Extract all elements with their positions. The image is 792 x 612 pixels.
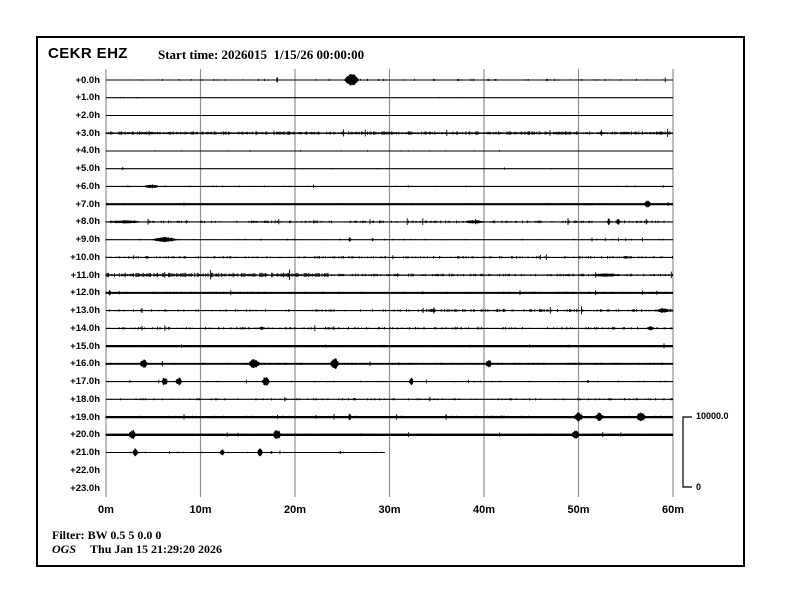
filter-label: Filter: BW 0.5 5 0.0 0 bbox=[52, 528, 162, 542]
trace-noise bbox=[105, 128, 673, 137]
trace-burst bbox=[567, 344, 571, 348]
agency-label: OGS bbox=[52, 542, 77, 556]
hour-label: +17.0h bbox=[70, 376, 100, 388]
hour-label: +7.0h bbox=[75, 198, 100, 210]
scale-bracket bbox=[682, 416, 692, 488]
hour-label: +19.0h bbox=[70, 411, 100, 423]
hour-label: +11.0h bbox=[70, 269, 100, 281]
trace-burst bbox=[107, 290, 659, 296]
trace-noise bbox=[119, 97, 537, 99]
trace-burst bbox=[347, 412, 647, 422]
hour-label: +5.0h bbox=[75, 163, 100, 175]
hour-label: +20.0h bbox=[70, 429, 100, 441]
x-tick-label: 30m bbox=[378, 504, 401, 516]
scale-max-label: 10000.0 bbox=[696, 411, 729, 421]
trace-burst bbox=[160, 377, 589, 386]
plot-frame bbox=[36, 36, 745, 567]
hour-label: +22.0h bbox=[70, 464, 100, 476]
trace-burst bbox=[257, 326, 655, 331]
hour-label: +4.0h bbox=[75, 145, 100, 157]
hour-label: +10.0h bbox=[70, 251, 100, 263]
hour-label: +9.0h bbox=[75, 234, 100, 246]
trace-noise bbox=[105, 414, 673, 420]
trace-noise bbox=[154, 150, 673, 152]
hour-label: +8.0h bbox=[75, 216, 100, 228]
x-tick-label: 60m bbox=[661, 504, 685, 516]
hour-label: +0.0h bbox=[75, 74, 100, 86]
hour-label: +23.0h bbox=[70, 482, 100, 494]
grid-lines bbox=[105, 69, 674, 497]
trace-noise bbox=[106, 325, 673, 332]
trace-noise bbox=[109, 343, 672, 349]
footer-credit-line: OGS Thu Jan 15 21:29:20 2026 bbox=[52, 542, 222, 557]
x-tick-label: 0m bbox=[98, 504, 114, 516]
hour-label: +15.0h bbox=[70, 340, 100, 352]
trace-burst bbox=[643, 200, 670, 208]
trace-burst bbox=[149, 236, 374, 243]
x-tick-label: 10m bbox=[189, 504, 212, 516]
trace-burst bbox=[275, 74, 360, 86]
render-timestamp: Thu Jan 15 21:29:20 2026 bbox=[90, 542, 223, 556]
x-tick-label: 40m bbox=[472, 504, 496, 516]
start-time-label: Start time: 2026015 1/15/26 00:00:00 bbox=[158, 47, 365, 62]
hour-label: +12.0h bbox=[70, 287, 100, 299]
hour-label: +13.0h bbox=[70, 305, 100, 317]
trace-noise bbox=[105, 361, 673, 367]
trace-burst bbox=[585, 273, 624, 277]
scale-min-label: 0 bbox=[696, 482, 702, 492]
hour-label: +14.0h bbox=[70, 322, 100, 334]
x-tick-label: 50m bbox=[567, 504, 590, 516]
trace-burst bbox=[142, 184, 665, 189]
x-tick-label: 20m bbox=[283, 504, 307, 516]
hour-label: +18.0h bbox=[70, 393, 100, 405]
trace-burst bbox=[620, 256, 631, 259]
trace-burst bbox=[432, 307, 673, 314]
station-title: CEKR EHZ bbox=[48, 45, 128, 62]
trace-burst bbox=[127, 429, 581, 440]
hour-label: +3.0h bbox=[75, 127, 100, 139]
trace-noise bbox=[122, 166, 595, 171]
trace-burst bbox=[132, 448, 342, 457]
hour-label: +2.0h bbox=[75, 109, 100, 121]
trace-burst bbox=[139, 358, 493, 369]
trace-noise bbox=[123, 202, 671, 206]
hour-label: +1.0h bbox=[75, 92, 100, 104]
hour-label: +16.0h bbox=[70, 358, 100, 370]
trace-noise bbox=[182, 114, 599, 116]
trace-noise bbox=[109, 184, 648, 189]
hour-label: +21.0h bbox=[70, 447, 100, 459]
trace-burst bbox=[105, 218, 648, 225]
trace-noise bbox=[111, 396, 673, 402]
trace-burst bbox=[508, 398, 612, 401]
trace-noise bbox=[105, 290, 672, 296]
hour-label: +6.0h bbox=[75, 180, 100, 192]
